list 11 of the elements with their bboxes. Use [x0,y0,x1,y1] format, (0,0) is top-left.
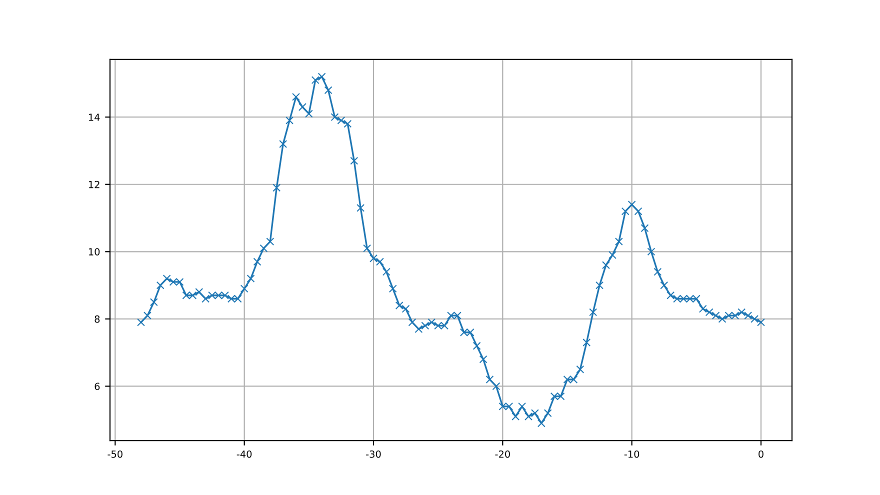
x-tick-label: -20 [495,450,510,458]
y-tick-label: 6 [94,382,100,390]
x-tick-label: -30 [366,450,381,458]
y-tick-label: 12 [88,180,100,188]
x-tick-label: 0 [758,450,764,458]
x-tick-label: -10 [624,450,640,458]
y-tick-label: 8 [94,315,100,323]
y-tick-label: 14 [88,114,100,121]
x-tick-label: -40 [236,450,252,458]
x-tick-label: -50 [108,450,122,458]
y-tick-label: 10 [88,248,100,256]
